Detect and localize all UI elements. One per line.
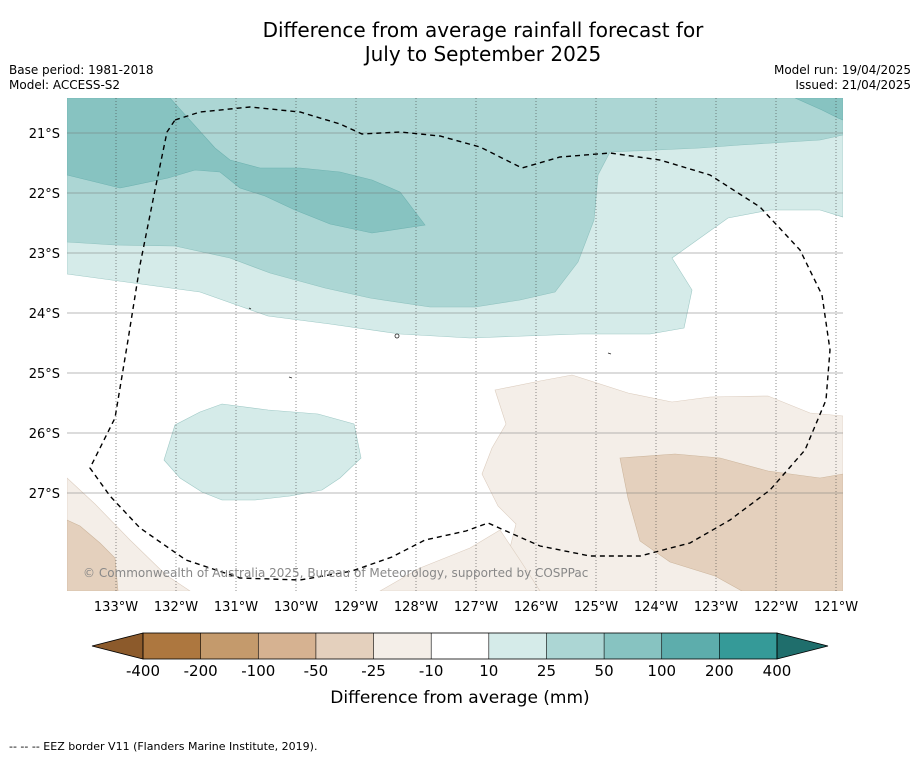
lon-label: 129°W (334, 600, 378, 615)
issued-date: Issued: 21/04/2025 (795, 78, 911, 92)
lat-label: 27°S (29, 487, 60, 502)
title-line-1: Difference from average rainfall forecas… (262, 18, 704, 42)
lat-label: 23°S (29, 247, 60, 262)
lat-labels: 21°S 22°S 23°S 24°S 25°S 26°S 27°S (29, 127, 60, 502)
eez-footnote: -- -- -- EEZ border V11 (Flanders Marine… (9, 740, 318, 753)
colorbar-segment (488, 633, 547, 659)
lon-label: 121°W (814, 600, 858, 615)
colorbar-segment (373, 633, 432, 659)
eez-border (89, 106, 831, 581)
colorbar-segment (200, 633, 259, 659)
lon-label: 127°W (454, 600, 498, 615)
lon-label: 133°W (94, 600, 138, 615)
colorbar: -400 -200 -100 -50 -25 -10 10 25 50 100 200 400 Dif… (91, 632, 829, 708)
colorbar-tick-label: 50 (595, 662, 614, 680)
lon-label: 122°W (754, 600, 798, 615)
colorbar-segment (604, 633, 663, 659)
meta-right: Model run: 19/04/2025 Issued: 21/04/2025 (774, 63, 911, 93)
rain-region-minus10-25-south (379, 529, 541, 591)
base-period: Base period: 1981-2018 (9, 63, 154, 77)
colorbar-tick-label: 400 (763, 662, 792, 680)
colorbar-segment (719, 633, 778, 659)
lon-label: 132°W (154, 600, 198, 615)
colorbar-segment (661, 633, 720, 659)
colorbar-tick-label: -400 (126, 662, 160, 680)
rain-region-10-25-isolated (163, 403, 362, 501)
model-run: Model run: 19/04/2025 (773, 63, 911, 77)
rain-region-50-100-west (67, 98, 426, 234)
copyright-text: © Commonwealth of Australia 2025, Bureau… (83, 566, 588, 580)
colorbar-tick-label: 100 (647, 662, 676, 680)
model-name: Model: ACCESS-S2 (9, 78, 121, 92)
lon-label: 131°W (214, 600, 258, 615)
colorbar-segment (431, 633, 490, 659)
island-marks (248, 307, 612, 379)
lon-label: 126°W (514, 600, 558, 615)
colorbar-tick-label: -10 (419, 662, 444, 680)
colorbar-segment (546, 633, 605, 659)
lon-labels: 133°W 132°W 131°W 130°W 129°W 128°W 127°… (94, 600, 858, 615)
lon-label: 123°W (694, 600, 738, 615)
rain-region-minus25-50-southwest (67, 519, 119, 591)
colorbar-tick-label: 10 (479, 662, 498, 680)
colorbar-extend-high (776, 632, 829, 660)
colorbar-tick-label: -200 (184, 662, 218, 680)
colorbar-tick-label: -25 (361, 662, 386, 680)
rain-region-minus25-50-southeast (619, 453, 843, 591)
colorbar-label: Difference from average (mm) (330, 688, 589, 708)
lat-label: 21°S (29, 127, 60, 142)
lon-label: 128°W (394, 600, 438, 615)
lat-label: 25°S (29, 367, 60, 382)
colorbar-extend-low (91, 632, 144, 660)
meta-left: Base period: 1981-2018 Model: ACCESS-S2 (9, 63, 154, 93)
colorbar-segments (143, 633, 778, 659)
colorbar-ticks: -400 -200 -100 -50 -25 -10 10 25 50 100 200 400 (126, 633, 791, 680)
lat-label: 24°S (29, 307, 60, 322)
gridlines (115, 98, 837, 591)
lon-label: 130°W (274, 600, 318, 615)
lon-label: 124°W (634, 600, 678, 615)
colorbar-tick-label: -50 (304, 662, 329, 680)
colorbar-tick-label: 200 (705, 662, 734, 680)
colorbar-tick-label: 25 (537, 662, 556, 680)
map-title: Difference from average rainfall forecas… (0, 18, 919, 66)
gridlines-lat (67, 132, 843, 494)
lon-label: 125°W (574, 600, 618, 615)
colorbar-segment (143, 633, 202, 659)
lat-label: 22°S (29, 187, 60, 202)
colorbar-tick-label: -100 (241, 662, 275, 680)
colorbar-segment (258, 633, 317, 659)
rain-region-25-50 (67, 98, 843, 308)
lat-label: 26°S (29, 427, 60, 442)
title-line-2: July to September 2025 (364, 42, 602, 66)
map-panel: © Commonwealth of Australia 2025, Bureau… (67, 98, 843, 591)
colorbar-segment (315, 633, 374, 659)
rain-region-50-100-northeast (794, 98, 843, 121)
